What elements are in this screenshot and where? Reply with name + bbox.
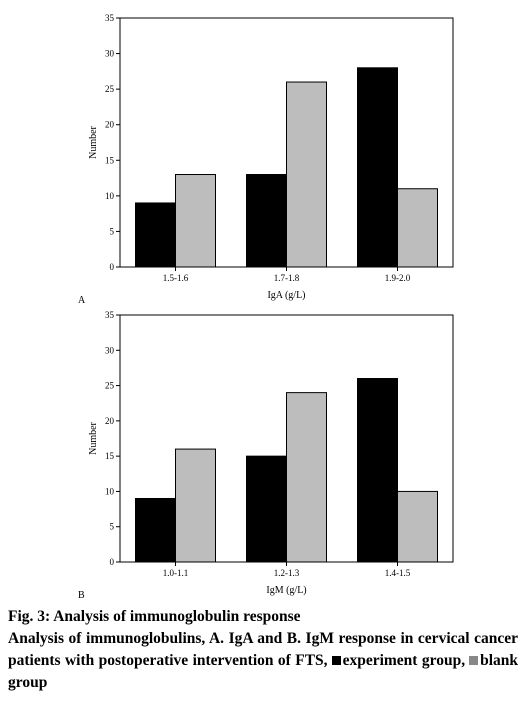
x-tick-label: 1.9-2.0 [385, 273, 411, 283]
y-tick-label: 15 [105, 451, 115, 461]
bar-blank [397, 188, 438, 268]
caption-body: Analysis of immunoglobulins, A. IgA and … [8, 628, 518, 694]
x-tick-label: 1.2-1.3 [274, 568, 300, 578]
y-tick-label: 30 [105, 49, 115, 59]
y-tick-label: 0 [110, 557, 115, 567]
bar-experiment [135, 497, 176, 563]
y-tick-label: 25 [105, 84, 115, 94]
blank-legend-swatch [469, 656, 479, 666]
y-tick-label: 10 [105, 486, 115, 496]
bar-experiment [246, 455, 287, 563]
y-tick-label: 25 [105, 381, 115, 391]
x-axis-title: IgM (g/L) [266, 585, 306, 596]
figure: 0 5 10 15 20 25 30 35 1.5-1.6 1.7-1.8 1.9-2.0 IgA (… [78, 13, 454, 600]
x-tick-label: 1.7-1.8 [274, 273, 300, 283]
bar-experiment [135, 202, 176, 268]
bar-blank [286, 81, 327, 268]
panel-a-chart: 0 5 10 15 20 25 30 35 1.5-1.6 1.7-1.8 1.9-2.0 IgA (… [78, 13, 454, 306]
bar-experiment [246, 174, 287, 268]
y-tick-label: 20 [105, 120, 115, 130]
bar-experiment [357, 67, 398, 268]
y-axis-title: Number [88, 125, 99, 158]
y-tick-label: 35 [105, 310, 115, 320]
y-tick-label: 0 [110, 262, 115, 272]
y-axis-title: Number [88, 421, 99, 454]
y-tick-label: 20 [105, 416, 115, 426]
y-tick-label: 5 [110, 226, 115, 236]
y-tick-label: 30 [105, 345, 115, 355]
bar-blank [175, 448, 216, 563]
legend-experiment-label: experiment group, [342, 652, 466, 669]
y-tick-label: 5 [110, 522, 115, 532]
bar-blank [286, 392, 327, 563]
y-tick-label: 15 [105, 155, 115, 165]
bar-blank [397, 490, 438, 563]
y-tick-label: 10 [105, 191, 115, 201]
bar-experiment [357, 378, 398, 563]
panel-letter: A [78, 295, 86, 306]
caption-text: Analysis of immunoglobulins, A. IgA and … [8, 630, 518, 669]
caption-title: Fig. 3: Analysis of immunoglobulin respo… [8, 608, 301, 625]
panel-b-chart: 0 5 10 15 20 25 30 35 1.0-1.1 1.2-1.3 1.4-1.5 IgM (… [78, 310, 454, 600]
experiment-legend-swatch [331, 656, 341, 666]
x-tick-label: 1.5-1.6 [163, 273, 189, 283]
legend-blank-label: blank group [8, 652, 518, 691]
x-tick-label: 1.0-1.1 [163, 568, 189, 578]
bar-blank [175, 174, 216, 268]
figure-caption: Fig. 3: Analysis of immunoglobulin respo… [8, 606, 518, 694]
y-tick-label: 35 [105, 13, 115, 23]
panel-letter: B [78, 590, 85, 600]
x-axis-title: IgA (g/L) [267, 290, 305, 301]
x-tick-label: 1.4-1.5 [385, 568, 411, 578]
